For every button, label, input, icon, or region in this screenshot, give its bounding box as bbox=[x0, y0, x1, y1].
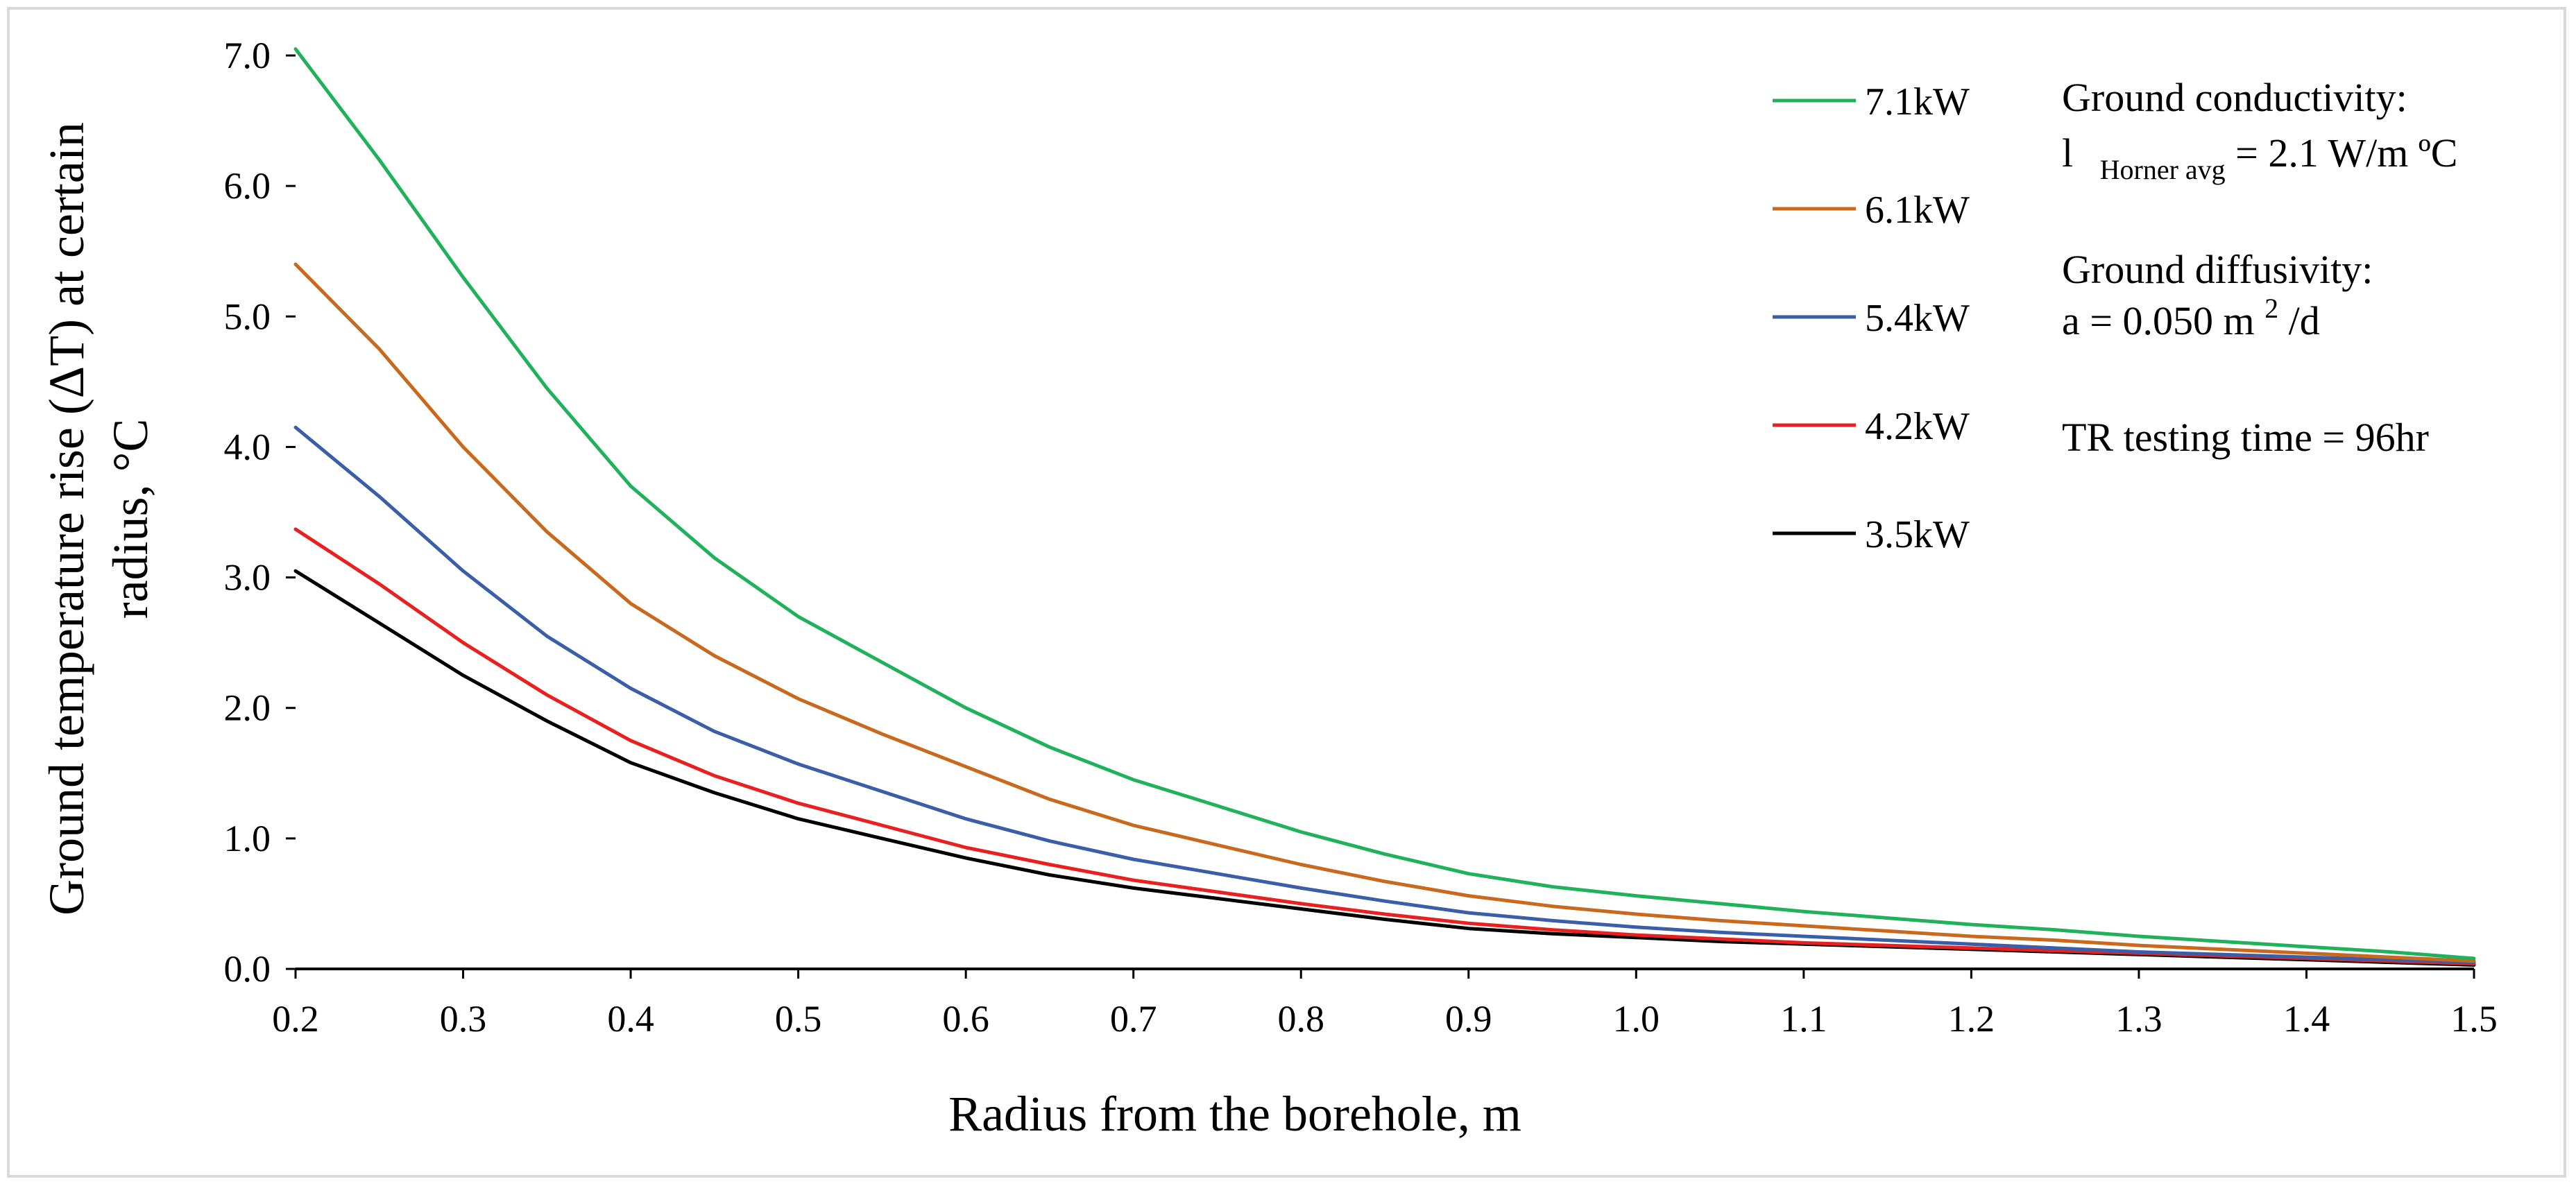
x-tick-label: 0.8 bbox=[1277, 998, 1324, 1040]
chart-frame bbox=[7, 7, 2566, 1178]
diffusivity-superscript: 2 bbox=[2264, 293, 2278, 324]
x-tick-label: 1.3 bbox=[2115, 998, 2163, 1040]
x-tick-label: 0.5 bbox=[775, 998, 822, 1040]
legend-label: 6.1kW bbox=[1865, 189, 1970, 232]
legend-label: 7.1kW bbox=[1865, 80, 1970, 123]
y-tick-label: 5.0 bbox=[224, 295, 271, 337]
y-tick-label: 3.0 bbox=[224, 557, 271, 599]
series-line-6.1kW bbox=[293, 262, 2476, 963]
x-tick-label: 0.2 bbox=[272, 998, 319, 1040]
x-tick-label: 0.9 bbox=[1445, 998, 1492, 1040]
lambda-symbol: l bbox=[2062, 130, 2073, 175]
x-tick-label: 0.4 bbox=[607, 998, 654, 1040]
x-tick-label: 1.4 bbox=[2283, 998, 2330, 1040]
y-axis-title-line1: Ground temperature rise (ΔT) at certain bbox=[39, 122, 94, 916]
x-tick-label: 1.1 bbox=[1780, 998, 1827, 1040]
conductivity-subscript: Horner avg bbox=[2100, 154, 2226, 185]
y-tick-label: 7.0 bbox=[224, 35, 271, 76]
y-tick-label: 2.0 bbox=[224, 687, 271, 729]
series-line-3.5kW bbox=[293, 569, 2476, 967]
series-lines bbox=[293, 47, 2476, 967]
diffusivity-title: Ground diffusivity: bbox=[2062, 247, 2373, 292]
parameter-notes: Ground conductivity: l Horner avg = 2.1 … bbox=[2062, 75, 2457, 460]
y-axis-title: Ground temperature rise (ΔT) at certain … bbox=[39, 122, 158, 916]
x-tick-label: 0.6 bbox=[942, 998, 989, 1040]
series-line-7.1kW bbox=[293, 47, 2476, 961]
axes: 0.2 0.3 0.4 0.5 0.6 0.7 0.8 0.9 1.0 1.1 1.2 1.3 1.4 1… bbox=[224, 35, 2498, 1040]
x-axis-title: Radius from the borehole, m bbox=[948, 1086, 1521, 1142]
conductivity-title: Ground conductivity: bbox=[2062, 75, 2407, 120]
y-tick-label: 0.0 bbox=[224, 948, 271, 990]
y-tick-label: 4.0 bbox=[224, 426, 271, 467]
alpha-symbol: a bbox=[2062, 298, 2080, 343]
diffusivity-value: = 0.050 m bbox=[2090, 298, 2254, 343]
legend-label: 4.2kW bbox=[1865, 405, 1970, 448]
legend-label: 3.5kW bbox=[1865, 513, 1970, 556]
x-tick-label: 0.7 bbox=[1110, 998, 1157, 1040]
y-tick-label: 1.0 bbox=[224, 818, 271, 859]
testing-time: TR testing time = 96hr bbox=[2062, 415, 2429, 460]
x-tick-label: 1.5 bbox=[2450, 998, 2498, 1040]
series-line-5.4kW bbox=[293, 425, 2476, 965]
conductivity-line: l Horner avg = 2.1 W/m ºC bbox=[2062, 130, 2457, 188]
x-tick-label: 0.3 bbox=[440, 998, 487, 1040]
x-tick-label: 1.2 bbox=[1948, 998, 1995, 1040]
diffusivity-unit: /d bbox=[2289, 298, 2320, 343]
legend: 7.1kW 6.1kW 5.4kW 4.2kW 3.5kW bbox=[1773, 80, 1970, 556]
legend-label: 5.4kW bbox=[1865, 297, 1970, 340]
x-tick-label: 1.0 bbox=[1613, 998, 1660, 1040]
conductivity-value: = 2.1 W/m ºC bbox=[2235, 130, 2457, 175]
diffusivity-line: a = 0.050 m 2 /d bbox=[2062, 282, 2320, 343]
y-tick-label: 6.0 bbox=[224, 165, 271, 207]
y-axis-title-line2: radius, °C bbox=[103, 419, 158, 619]
series-line-4.2kW bbox=[293, 527, 2476, 965]
